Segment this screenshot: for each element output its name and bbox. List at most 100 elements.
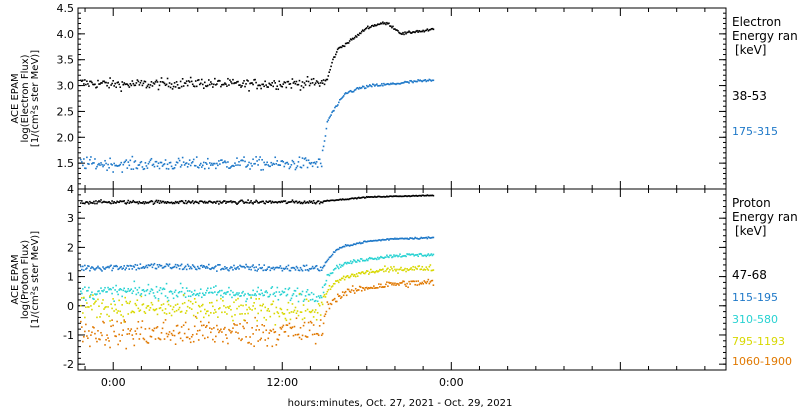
- data-point: [316, 166, 319, 168]
- data-point: [273, 80, 276, 82]
- data-point: [272, 162, 275, 165]
- data-point: [224, 265, 226, 268]
- data-point: [274, 156, 277, 159]
- data-point: [233, 82, 235, 85]
- data-point: [279, 83, 282, 86]
- data-point: [378, 84, 380, 87]
- data-point: [430, 237, 433, 239]
- data-point: [265, 84, 267, 86]
- data-point: [246, 201, 248, 204]
- data-point: [342, 275, 345, 278]
- data-point: [238, 84, 240, 86]
- data-point: [386, 281, 388, 283]
- data-point: [126, 333, 129, 335]
- data-point: [404, 80, 406, 83]
- data-point: [142, 82, 145, 85]
- data-point: [327, 258, 330, 261]
- data-point: [82, 288, 84, 290]
- data-point: [131, 80, 134, 82]
- data-point: [144, 266, 147, 268]
- data-point: [224, 291, 226, 294]
- data-point: [135, 167, 138, 169]
- data-point: [406, 81, 408, 83]
- data-point: [246, 298, 248, 300]
- data-point: [227, 342, 229, 345]
- data-point: [176, 161, 179, 164]
- data-point: [99, 83, 101, 85]
- data-point: [133, 344, 136, 347]
- data-point: [187, 80, 190, 82]
- data-point: [112, 79, 114, 82]
- data-point: [390, 82, 392, 85]
- data-point: [93, 326, 95, 329]
- data-point: [243, 327, 245, 330]
- data-point: [294, 168, 297, 171]
- data-point: [182, 161, 185, 163]
- data-point: [203, 294, 206, 296]
- data-point: [384, 22, 386, 24]
- data-point: [246, 165, 248, 168]
- data-point: [272, 328, 275, 331]
- data-point: [322, 145, 325, 148]
- data-point: [383, 286, 385, 288]
- data-point: [155, 285, 158, 288]
- data-point: [108, 86, 110, 89]
- data-point: [325, 78, 328, 81]
- data-point: [418, 253, 421, 255]
- data-point: [167, 265, 170, 267]
- data-point: [117, 201, 119, 203]
- data-point: [191, 294, 194, 296]
- data-point: [423, 30, 425, 33]
- data-point: [293, 201, 296, 204]
- data-point: [412, 238, 414, 240]
- data-point: [290, 87, 293, 89]
- data-point: [168, 291, 171, 293]
- data-point: [297, 83, 300, 86]
- data-point: [200, 166, 203, 168]
- data-point: [310, 322, 313, 324]
- data-point: [312, 324, 315, 326]
- data-point: [117, 268, 119, 271]
- data-point: [355, 289, 358, 292]
- data-point: [289, 269, 292, 272]
- data-point: [232, 319, 234, 322]
- data-point: [273, 163, 276, 166]
- data-point: [212, 86, 214, 88]
- data-point: [269, 315, 272, 318]
- data-point: [268, 310, 271, 312]
- data-point: [278, 315, 281, 318]
- data-point: [215, 311, 217, 313]
- data-point: [166, 263, 169, 266]
- data-point: [220, 201, 222, 204]
- data-point: [169, 86, 172, 89]
- data-point: [161, 309, 164, 312]
- data-point: [310, 310, 313, 313]
- data-point: [140, 293, 143, 295]
- data-point: [309, 311, 312, 314]
- data-point: [358, 272, 361, 274]
- data-point: [214, 291, 216, 293]
- data-point: [126, 264, 129, 267]
- data-point: [215, 84, 217, 86]
- data-point: [268, 82, 270, 85]
- data-point: [367, 287, 370, 289]
- data-point: [237, 293, 239, 296]
- data-point: [308, 329, 311, 332]
- data-point: [218, 263, 220, 266]
- data-point: [382, 196, 384, 198]
- data-point: [379, 256, 381, 259]
- data-point: [229, 305, 231, 308]
- data-point: [372, 24, 374, 27]
- data-point: [199, 264, 202, 267]
- data-point: [172, 266, 175, 269]
- data-point: [236, 157, 238, 159]
- data-point: [367, 27, 370, 30]
- data-point: [86, 201, 88, 203]
- data-point: [163, 202, 166, 204]
- data-point: [275, 306, 278, 309]
- data-point: [245, 83, 247, 85]
- data-point: [392, 25, 394, 28]
- data-point: [204, 267, 207, 269]
- data-point: [170, 332, 173, 335]
- data-point: [255, 81, 257, 84]
